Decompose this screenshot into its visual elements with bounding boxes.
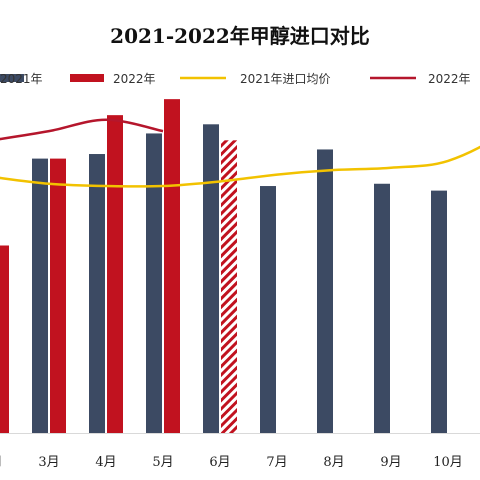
bar-2022-5月 [164, 99, 180, 433]
legend-label: 2022年 [113, 72, 156, 86]
legend-swatch [0, 74, 24, 82]
x-tick-label: 3月 [38, 455, 59, 470]
line-2021-avg-price [0, 145, 480, 188]
legend-label: 2022年 [428, 72, 471, 86]
x-tick-label: 6月 [209, 455, 230, 470]
legend-label: 2021年 [0, 72, 43, 86]
bars [0, 99, 447, 434]
bar-2021-3月 [32, 158, 48, 433]
line-2022 [0, 118, 164, 141]
x-tick-label: 7月 [266, 455, 287, 470]
bar-2022-4月 [107, 115, 123, 434]
x-tick-label: 4月 [95, 455, 116, 470]
lines [0, 118, 480, 188]
x-tick-label: 8月 [323, 455, 344, 470]
bar-2021-8月 [317, 149, 333, 433]
chart-title: 2021-2022年甲醇进口对比 [110, 24, 370, 48]
legend: 2021年 2022年 2021年进口均价 2022年 [0, 72, 471, 86]
bar-2022-hatched-6月 [221, 140, 237, 433]
x-tick-label: 5月 [152, 455, 173, 470]
bar-2021-9月 [374, 183, 390, 433]
legend-swatch [70, 74, 104, 82]
bar-2021-7月 [260, 186, 276, 433]
x-tick-label: 10月 [433, 455, 463, 470]
x-tick-label: 2月 [0, 455, 3, 470]
bar-2022-2月 [0, 245, 9, 433]
bar-2021-5月 [146, 133, 162, 434]
bar-2021-10月 [431, 190, 447, 433]
bar-2022-3月 [50, 158, 66, 433]
bar-2021-4月 [89, 154, 105, 433]
legend-label: 2021年进口均价 [240, 72, 331, 86]
x-tick-label: 9月 [380, 455, 401, 470]
bar-2021-6月 [203, 124, 219, 434]
x-axis: 2月3月4月5月6月7月8月9月10月11月 [0, 433, 480, 470]
